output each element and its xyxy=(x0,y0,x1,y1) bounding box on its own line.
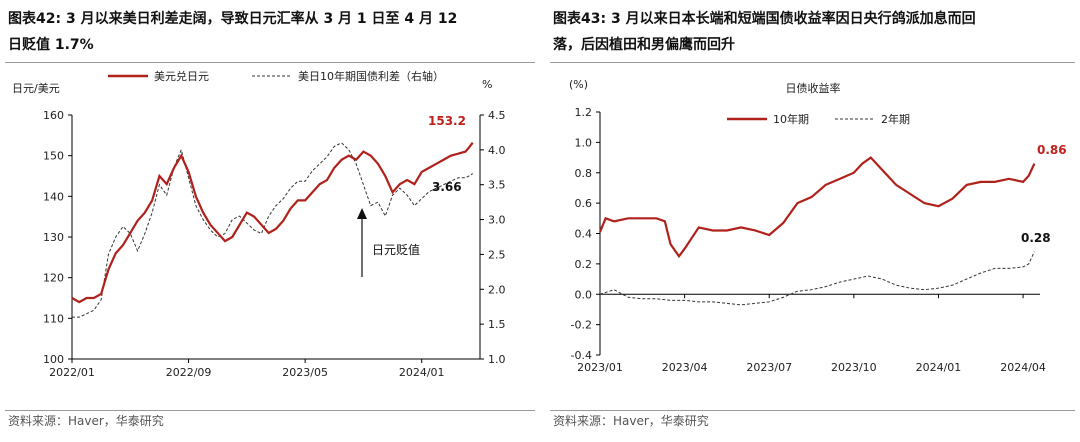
chart-42-title-line2: 日贬值 1.7% xyxy=(8,37,94,53)
y-right-tick-label: 3.0 xyxy=(488,214,506,227)
series-line-2y xyxy=(599,251,1035,306)
chart-43-top-rule xyxy=(550,62,1075,63)
y-tick-label: 1.2 xyxy=(575,106,593,119)
y-tick-label: -0.2 xyxy=(571,319,592,332)
y-right-tick-label: 4.0 xyxy=(488,144,506,157)
y-tick-label: 0.6 xyxy=(575,197,593,210)
annotation-usdjpy-last: 153.2 xyxy=(428,114,466,128)
x-tick-label: 2023/01 xyxy=(577,361,623,374)
x-tick-label: 2024/04 xyxy=(1000,361,1046,374)
chart-43-title: 图表43: 3 月以来日本长端和短端国债收益率因日央行鸽派加息而回 落，后因植田… xyxy=(553,6,1068,58)
chart-43-title-line1: 图表43: 3 月以来日本长端和短端国债收益率因日央行鸽派加息而回 xyxy=(553,11,976,27)
y-right-tick-label: 3.5 xyxy=(488,179,506,192)
y-left-tick-label: 140 xyxy=(43,190,64,203)
y-left-tick-label: 110 xyxy=(43,312,64,325)
chart-43-title-line2: 落，后因植田和男偏鹰而回升 xyxy=(553,37,735,53)
y-right-axis-unit: % xyxy=(482,78,492,91)
annotation-arrow-head xyxy=(357,208,367,219)
y-right-tick-label: 2.0 xyxy=(488,283,506,296)
series-line-usdjpy xyxy=(71,141,474,304)
x-tick-label: 2022/01 xyxy=(49,366,95,379)
chart-42-source: 资料来源：Haver，华泰研究 xyxy=(8,414,164,428)
legend-label-10y: 10年期 xyxy=(773,112,809,126)
y-tick-label: 0.2 xyxy=(575,258,593,271)
y-tick-label: 1.0 xyxy=(575,136,593,149)
legend-label-spread: 美日10年期国债利差（右轴） xyxy=(298,69,444,83)
chart-42-bottom-rule xyxy=(5,410,535,411)
x-tick-label: 2022/09 xyxy=(166,366,212,379)
y-right-tick-label: 1.5 xyxy=(488,318,506,331)
y-left-tick-label: 130 xyxy=(43,231,64,244)
x-tick-label: 2023/10 xyxy=(831,361,877,374)
chart-42-top-rule xyxy=(5,62,535,63)
y-axis-unit: (%) xyxy=(569,78,588,91)
chart-42-title: 图表42: 3 月以来美日利差走阔，导致日元汇率从 3 月 1 日至 4 月 1… xyxy=(8,6,523,58)
annotation-2y-last: 0.28 xyxy=(1021,231,1051,245)
y-tick-label: 0.4 xyxy=(575,228,593,241)
y-tick-label: -0.4 xyxy=(571,349,592,362)
y-right-tick-label: 2.5 xyxy=(488,248,506,261)
chart-43-source: 资料来源：Haver，华泰研究 xyxy=(553,414,709,428)
chart-42-svg: 100 110 120 130 140 150 160 1.0 1.5 2.0 2.5 3.0 3.5 4… xyxy=(12,69,506,379)
x-tick-label: 2024/01 xyxy=(399,366,445,379)
y-tick-label: 0.8 xyxy=(575,167,593,180)
annotation-spread-last: 3.66 xyxy=(432,180,462,194)
y-left-tick-label: 150 xyxy=(43,150,64,163)
left-chart-panel: 图表42: 3 月以来美日利差走阔，导致日元汇率从 3 月 1 日至 4 月 1… xyxy=(5,6,535,428)
x-tick-label: 2023/04 xyxy=(662,361,708,374)
annotation-10y-last: 0.86 xyxy=(1037,143,1067,157)
series-line-spread xyxy=(72,142,473,318)
legend-label-usdjpy: 美元兑日元 xyxy=(154,69,209,83)
right-chart-panel: 图表43: 3 月以来日本长端和短端国债收益率因日央行鸽派加息而回 落，后因植田… xyxy=(545,0,1080,442)
annotation-yen-depreciation: 日元贬值 xyxy=(372,242,420,257)
y-left-tick-label: 160 xyxy=(43,109,64,122)
panel-gap xyxy=(535,0,545,442)
x-tick-label: 2024/01 xyxy=(916,361,962,374)
y-tick-label: 0.0 xyxy=(575,288,593,301)
chart-43-bottom-rule xyxy=(550,410,1075,411)
x-tick-label: 2023/05 xyxy=(282,366,328,379)
chart-42-title-line1: 图表42: 3 月以来美日利差走阔，导致日元汇率从 3 月 1 日至 4 月 1… xyxy=(8,11,458,27)
inner-chart-title: 日债收益率 xyxy=(786,81,841,95)
y-left-tick-label: 120 xyxy=(43,272,64,285)
y-right-tick-label: 1.0 xyxy=(488,353,506,366)
legend-label-2y: 2年期 xyxy=(881,112,910,126)
chart-43-svg: -0.4 -0.2 0.0 0.2 0.4 0.6 0.8 1.0 1.2 2023/01 2023… xyxy=(569,78,1067,374)
y-right-tick-label: 4.5 xyxy=(488,109,506,122)
x-tick-label: 2023/07 xyxy=(746,361,792,374)
y-left-axis-unit: 日元/美元 xyxy=(12,82,60,95)
series-line-10y xyxy=(598,156,1036,259)
y-left-tick-label: 100 xyxy=(43,353,64,366)
